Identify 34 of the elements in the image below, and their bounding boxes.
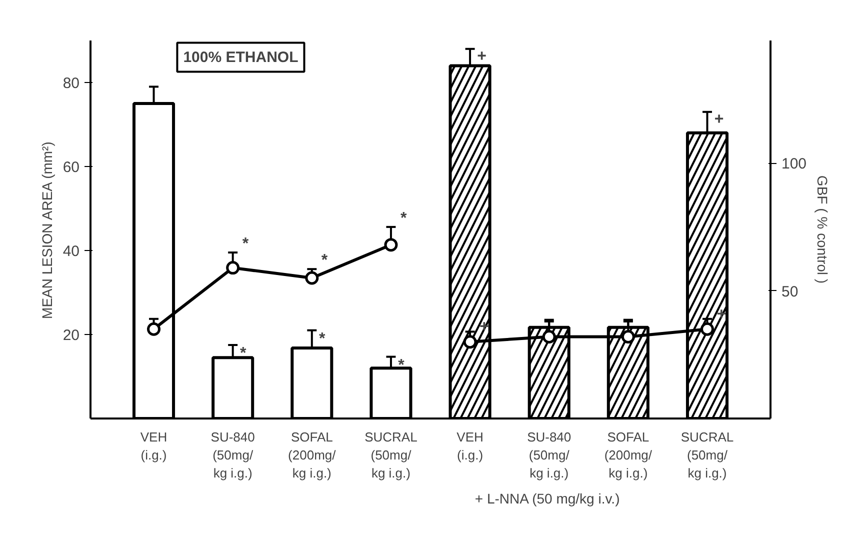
y-axis-title: MEAN LESION AREA (mm²) <box>38 142 55 319</box>
x-tick-label: SU-840 (50mg/ kg i.g.) <box>527 430 572 480</box>
data-label: * <box>321 252 328 270</box>
point <box>147 322 161 336</box>
y2-tick-label: 50 <box>782 283 798 300</box>
text: 100% ETHANOL <box>183 48 298 66</box>
point <box>621 330 635 344</box>
point <box>463 335 477 349</box>
x-tick-label: SOFAL (200mg/ kg i.g.) <box>604 430 652 480</box>
x-tick-label: SU-840 (50mg/ kg i.g.) <box>210 430 255 480</box>
y-tick-label: 60 <box>62 159 80 176</box>
y-tick-label: 40 <box>62 243 80 260</box>
x-tick-label: SUCRAL (50mg/ kg i.g.) <box>364 430 418 480</box>
point <box>305 271 319 285</box>
y-tick-label: 80 <box>62 75 80 92</box>
point <box>384 238 398 252</box>
point <box>226 261 240 275</box>
data-label: * <box>240 345 247 362</box>
point <box>542 330 556 344</box>
x-tick-label: SUCRAL (50mg/ kg i.g.) <box>680 430 734 480</box>
data-label: * <box>398 356 406 374</box>
y2-tick-label: 100 <box>782 156 807 173</box>
data-label: * <box>400 210 408 227</box>
y-tick-label: 20 <box>62 327 80 344</box>
text: + L-NNA (50 mg/kg i.v.) <box>474 490 620 506</box>
data-label: + <box>477 48 486 65</box>
x-tick-label: VEH (i.g.) <box>456 430 484 462</box>
x-tick-label: SOFAL (200mg/ kg i.g.) <box>288 430 336 480</box>
y2-axis-title: GBF ( % control ) <box>814 175 831 284</box>
point <box>700 322 714 336</box>
x-tick-label: VEH (i.g.) <box>140 430 168 462</box>
data-label: + <box>714 110 724 128</box>
data-label: * <box>242 235 250 252</box>
data-label: * <box>319 330 326 348</box>
